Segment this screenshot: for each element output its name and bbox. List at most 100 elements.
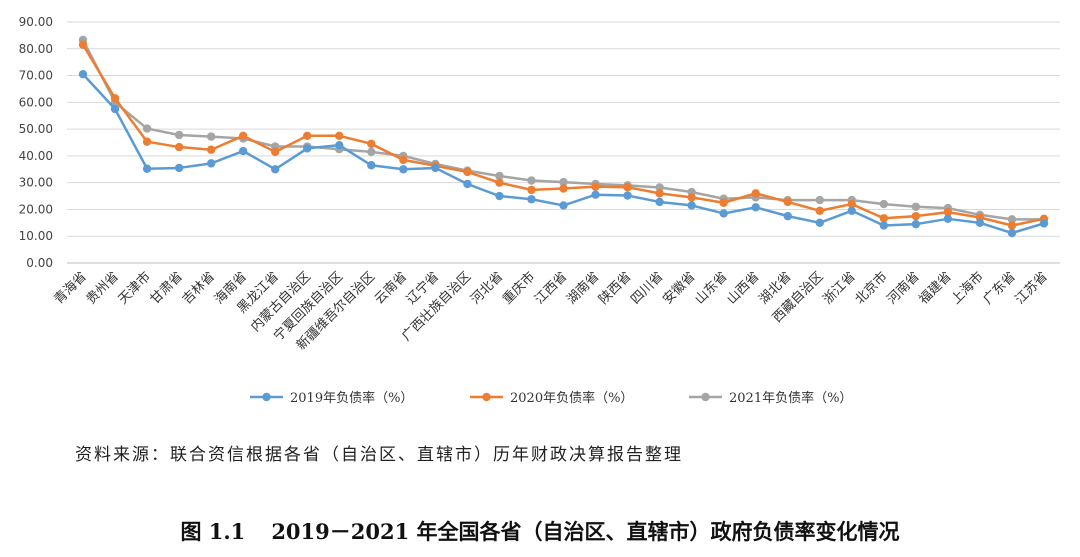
x-tick-label: 安徽省 bbox=[660, 269, 698, 307]
data-point bbox=[1007, 221, 1017, 230]
legend-marker bbox=[482, 392, 491, 402]
y-tick-label: 90.00 bbox=[19, 15, 53, 29]
x-tick-label: 北京市 bbox=[852, 269, 891, 308]
y-tick-label: 50.00 bbox=[19, 122, 53, 136]
data-point bbox=[719, 209, 728, 218]
data-point bbox=[110, 94, 120, 103]
data-point bbox=[527, 176, 536, 185]
data-point bbox=[399, 155, 408, 165]
data-point bbox=[751, 203, 760, 212]
data-point bbox=[206, 145, 216, 154]
data-point bbox=[78, 40, 88, 49]
data-point bbox=[655, 183, 664, 192]
x-tick-label: 甘肃省 bbox=[148, 269, 186, 307]
legend-label: 2021年负债率（%） bbox=[729, 390, 852, 406]
data-point bbox=[495, 178, 504, 187]
data-point bbox=[367, 139, 376, 149]
x-tick-label: 河北省 bbox=[468, 269, 506, 307]
data-point bbox=[975, 218, 985, 228]
data-point bbox=[335, 131, 344, 141]
data-point bbox=[911, 202, 921, 211]
y-axis-ticks: 0.00 10.00 20.00 30.00 40.00 50.00 60.00 70.00 8… bbox=[19, 15, 53, 270]
y-tick-label: 20.00 bbox=[19, 202, 53, 216]
data-point bbox=[559, 184, 568, 193]
data-point bbox=[431, 163, 440, 173]
y-tick-label: 30.00 bbox=[19, 176, 53, 190]
data-point bbox=[1007, 215, 1017, 224]
data-point bbox=[879, 221, 889, 230]
series-lines bbox=[78, 35, 1049, 238]
data-point bbox=[623, 183, 632, 192]
x-axis-labels: 青海省贵州省天津市甘肃省吉林省海南省黑龙江省内蒙古自治区宁夏回族自治区新疆维吾尔… bbox=[52, 269, 1051, 354]
x-tick-label: 山东省 bbox=[692, 269, 730, 307]
x-tick-label: 浙江省 bbox=[820, 269, 858, 307]
data-point bbox=[847, 199, 856, 209]
data-point bbox=[110, 104, 120, 114]
data-point bbox=[495, 191, 504, 201]
y-tick-label: 70.00 bbox=[19, 69, 53, 83]
y-tick-label: 40.00 bbox=[19, 149, 53, 163]
data-point bbox=[687, 193, 696, 202]
data-point bbox=[879, 214, 889, 223]
data-point bbox=[591, 182, 600, 191]
caption-number: 图 1.1 bbox=[180, 519, 246, 544]
figure-caption: 图 1.1 2019－2021 年全国各省（自治区、直辖市）政府负债率变化情况 bbox=[0, 516, 1080, 546]
y-tick-label: 0.00 bbox=[26, 256, 53, 270]
line-chart: 0.00 10.00 20.00 30.00 40.00 50.00 60.00 70.00 8… bbox=[19, 15, 1060, 406]
data-point bbox=[527, 185, 536, 195]
data-point bbox=[206, 159, 216, 168]
x-tick-label: 山西省 bbox=[724, 269, 762, 307]
data-point bbox=[495, 171, 504, 181]
data-point bbox=[559, 201, 568, 210]
data-point bbox=[78, 70, 88, 79]
data-point bbox=[911, 219, 921, 229]
y-tick-label: 60.00 bbox=[19, 95, 53, 109]
x-tick-label: 四川省 bbox=[628, 269, 666, 307]
x-tick-label: 重庆市 bbox=[499, 269, 538, 308]
data-point bbox=[142, 124, 152, 133]
data-point bbox=[687, 201, 696, 210]
x-tick-label: 广东省 bbox=[981, 269, 1019, 307]
data-point bbox=[1007, 228, 1017, 238]
data-point bbox=[943, 214, 953, 224]
legend-item: 2021年负债率（%） bbox=[689, 390, 852, 406]
x-tick-label: 贵州省 bbox=[84, 269, 122, 307]
data-point bbox=[815, 195, 824, 205]
data-point bbox=[303, 131, 312, 141]
x-tick-label: 陕西省 bbox=[596, 269, 634, 307]
x-tick-label: 河南省 bbox=[884, 269, 923, 308]
data-point bbox=[879, 199, 889, 209]
legend-label: 2019年负债率（%） bbox=[290, 390, 413, 406]
x-tick-label: 云南省 bbox=[371, 269, 410, 308]
data-point bbox=[238, 131, 248, 141]
legend: 2019年负债率（%） 2020年负债率（%） 2021年负债率（%） bbox=[250, 390, 852, 406]
x-tick-label: 青海省 bbox=[52, 269, 90, 307]
legend-item: 2019年负债率（%） bbox=[250, 390, 413, 406]
data-point bbox=[911, 211, 921, 221]
legend-item: 2020年负债率（%） bbox=[470, 390, 633, 406]
x-tick-label: 江西省 bbox=[532, 269, 570, 307]
legend-label: 2020年负债率（%） bbox=[510, 390, 633, 406]
source-note: 资料来源：联合资信根据各省（自治区、直辖市）历年财政决算报告整理 bbox=[75, 445, 683, 465]
data-point bbox=[815, 218, 824, 228]
data-point bbox=[463, 167, 472, 177]
x-tick-label: 湖南省 bbox=[563, 269, 602, 308]
data-point bbox=[847, 206, 856, 215]
data-point bbox=[623, 191, 632, 200]
x-tick-label: 福建省 bbox=[917, 269, 955, 307]
data-point bbox=[783, 211, 792, 221]
x-tick-label: 上海市 bbox=[948, 269, 987, 308]
legend-marker bbox=[262, 392, 271, 402]
data-point bbox=[174, 130, 184, 140]
data-point bbox=[335, 140, 344, 150]
gridlines bbox=[67, 21, 1060, 264]
data-point bbox=[943, 207, 953, 217]
data-point bbox=[655, 197, 664, 207]
data-point bbox=[591, 190, 600, 199]
data-point bbox=[1039, 219, 1049, 228]
caption-text: 2019－2021 年全国各省（自治区、直辖市）政府负债率变化情况 bbox=[271, 519, 900, 544]
legend-marker bbox=[701, 392, 710, 402]
series-line bbox=[81, 44, 1045, 227]
data-point bbox=[783, 197, 792, 207]
x-tick-label: 江苏省 bbox=[1012, 269, 1051, 308]
